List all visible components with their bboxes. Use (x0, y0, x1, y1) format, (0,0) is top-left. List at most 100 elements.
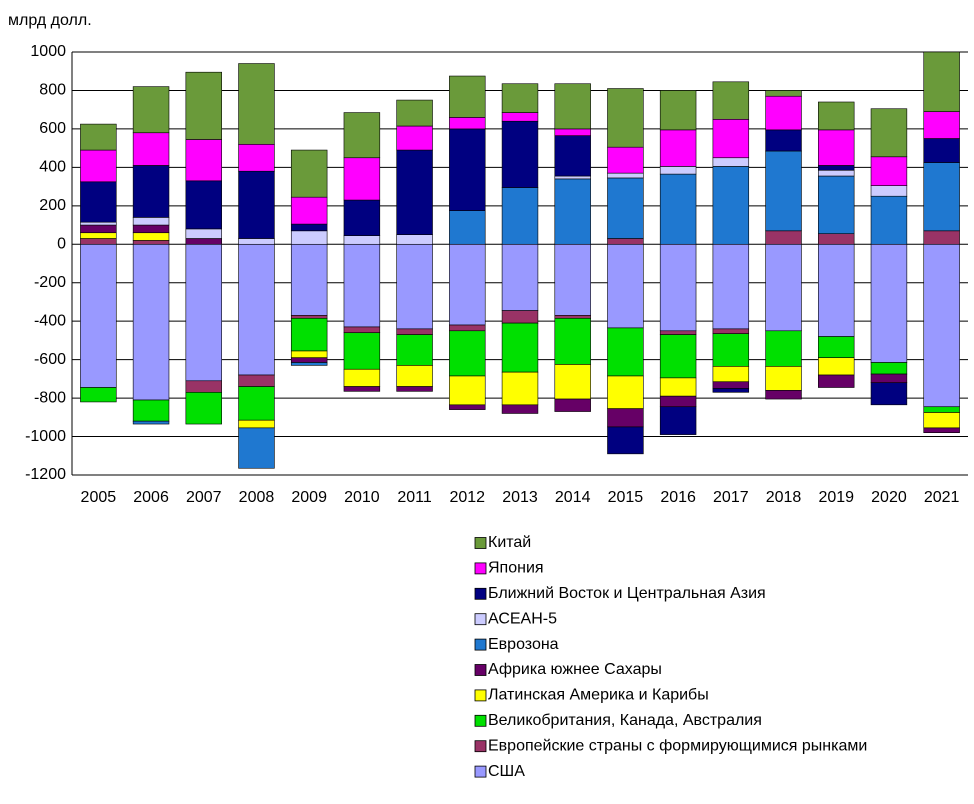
bar-segment (80, 387, 117, 403)
bar-segment (870, 108, 908, 158)
bar-segment (80, 149, 117, 183)
bar-segment (923, 427, 960, 434)
legend-label: Латинская Америка и Карибы (488, 687, 709, 704)
bar-segment (923, 162, 960, 232)
bar-segment (501, 371, 539, 406)
bar-segment (659, 330, 697, 335)
bar-segment (80, 181, 117, 223)
bar-segment (396, 234, 433, 245)
bar-segment (238, 243, 275, 376)
bar-segment (607, 238, 644, 245)
legend-label: АСЕАН-5 (488, 610, 557, 627)
bar-segment (185, 71, 222, 140)
bar-segment (290, 350, 328, 359)
bar-segment (712, 157, 750, 167)
bar-segment (449, 375, 486, 406)
bar-segment (185, 380, 222, 393)
bar-segment (290, 196, 328, 225)
bar-segment (343, 243, 381, 328)
bar-segment (870, 185, 908, 197)
x-tick-label: 2014 (555, 489, 591, 506)
bar-segment (290, 317, 328, 352)
legend-swatch (474, 537, 487, 549)
bar-segment (712, 118, 750, 159)
bar-segment (818, 336, 855, 359)
legend-label: Европейские страны с формирующимися рынк… (488, 737, 867, 754)
bar-segment (132, 240, 170, 245)
bar-segment (818, 129, 855, 166)
y-tick-label: 0 (57, 235, 66, 252)
bar-segment (343, 199, 381, 236)
x-tick-label: 2021 (924, 489, 960, 506)
y-tick-label: 800 (39, 82, 66, 99)
bar-segment (290, 315, 328, 319)
legend-label: Еврозона (488, 636, 559, 653)
bar-segment (290, 362, 328, 366)
bar-segment (659, 377, 697, 397)
bar-segment (132, 243, 170, 401)
bar-segment (554, 317, 591, 365)
legend-label: Ближний Восток и Центральная Азия (488, 585, 766, 602)
bar-segment (870, 382, 908, 406)
bar-segment (554, 398, 591, 412)
bar-segment (238, 427, 275, 469)
x-tick-label: 2006 (133, 489, 169, 506)
bar-segment (238, 386, 275, 421)
bar-segment (607, 426, 644, 455)
bar-segment (449, 404, 486, 410)
bar-segment (659, 129, 697, 167)
x-tick-label: 2008 (239, 489, 275, 506)
bar-segment (185, 228, 222, 239)
bar-segment (870, 195, 908, 245)
bar-segment (765, 90, 802, 97)
legend-label: Китай (488, 534, 531, 551)
bar-segment (765, 230, 802, 245)
bar-segment (290, 243, 328, 316)
bar-segment (554, 364, 591, 400)
bar-segment (818, 374, 855, 388)
bar-segment (80, 224, 117, 234)
bar-segment (501, 243, 539, 311)
bar-segment (554, 243, 591, 316)
bar-segment (185, 243, 222, 382)
legend-swatch (474, 740, 487, 753)
bar-segment (343, 235, 381, 245)
bar-segment (80, 238, 117, 245)
x-tick-label: 2012 (449, 489, 485, 506)
bar-segment (659, 334, 697, 379)
bar-segment (132, 165, 170, 218)
legend-swatch (474, 765, 487, 778)
bar-segment (238, 374, 275, 387)
y-tick-label: -600 (34, 351, 66, 368)
bar-segment (659, 243, 697, 332)
bar-segment (818, 175, 855, 234)
legend-label: США (488, 763, 525, 780)
y-tick-label: 600 (39, 120, 66, 137)
bar-segment (765, 330, 802, 367)
bar-segment (712, 333, 750, 367)
legend-label: Великобритания, Канада, Австралия (488, 712, 762, 729)
bar-segment (132, 399, 170, 422)
y-axis-label: млрд долл. (8, 12, 92, 29)
y-tick-label: 200 (39, 197, 66, 214)
bar-segment (607, 408, 644, 428)
bar-segment (659, 173, 697, 245)
bar-segment (607, 177, 644, 239)
bar-segment (132, 217, 170, 226)
bar-segment (343, 157, 381, 201)
bar-segment (238, 238, 275, 245)
y-tick-label: -400 (34, 312, 66, 329)
bar-segment (554, 83, 591, 130)
bar-segment (712, 243, 750, 330)
bar-segment (132, 132, 170, 166)
bar-segment (238, 419, 275, 429)
bar-segment (659, 90, 697, 131)
bar-segment (80, 243, 117, 388)
legend-swatch (474, 613, 487, 626)
bar-segment (765, 95, 802, 131)
bar-segment (396, 365, 433, 387)
bar-segment (396, 328, 433, 335)
x-tick-label: 2010 (344, 489, 380, 506)
bar-segment (396, 243, 433, 330)
legend-swatch (474, 587, 487, 600)
